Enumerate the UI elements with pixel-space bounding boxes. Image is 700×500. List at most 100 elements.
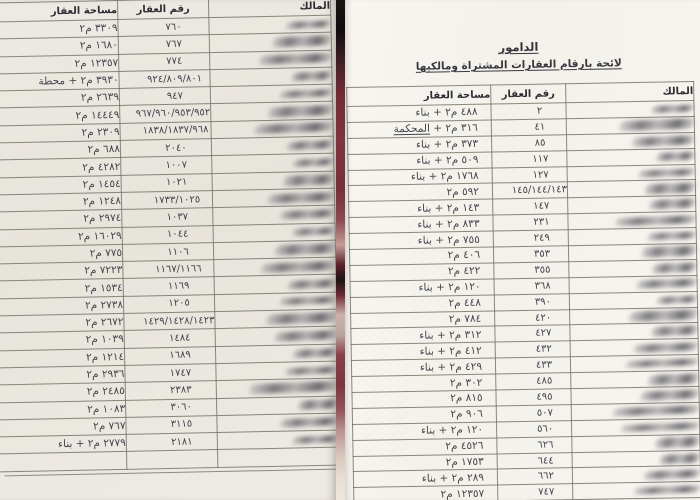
redacted-owner-name [637,167,696,178]
redacted-owner-name [633,485,700,496]
property-number-cell: ٦٦٢ [497,468,573,486]
redacted-owner-name [650,104,695,114]
property-number-cell: ٢٤٩ [493,229,569,248]
property-number-cell: ٣١١٥ [125,415,218,435]
redacted-owner-name [266,191,336,204]
property-number-cell: ١٧٣٣/١٠٢٥ [121,190,213,210]
property-number-cell: ٩٢٤/٨٠٩/٨٠١ [118,69,211,89]
property-number-cell [126,449,218,470]
property-number-cell: ١١٧ [491,150,568,168]
area-note-underlined: المحكمة [393,122,431,136]
redacted-owner-name [253,122,334,135]
property-number-cell: ٤٣٣ [495,356,571,375]
property-number-cell: ١٤٨٤ [124,328,216,349]
right-property-table: المالك رقم العقار مساحة العقار ٢ ٤٨٨ م٢ + بن… [346,81,700,500]
property-number-cell: ١٠٠٧ [120,155,212,176]
redacted-owner-name [265,312,336,325]
redacted-owner-name [650,325,699,337]
property-number-cell: ٧٤٧ [497,484,573,500]
redacted-owner-name [646,231,697,241]
property-number-cell: ٦٤٤ [497,452,573,470]
property-number-cell: ٢١٨١ [126,432,218,452]
left-page-content: المالك رقم العقار مساحة العقار ٧٦٠ ٣٣٠٩ م٢ ٧٦… [0,0,336,500]
redacted-owner-name [632,342,699,353]
redacted-owner-name [642,469,700,480]
property-number-cell: ٣٦٨ [493,277,570,295]
redacted-owner-name [618,118,696,132]
redacted-owner-name [282,173,335,187]
property-number-cell: ١٤٧ [492,198,568,216]
property-number-cell: ٩٤٧ [119,86,211,106]
redacted-owner-name [273,242,336,256]
redacted-owner-name [267,104,334,118]
property-number-cell: ٥٠٧ [496,404,572,422]
redacted-owner-name [655,151,696,162]
book-binding-seam [336,0,345,500]
redacted-owner-name [258,53,333,66]
property-number-cell: ٣٠٦٠ [125,398,217,418]
redacted-owner-name [284,365,336,375]
redacted-owner-name [627,309,699,322]
property-number-cell: ٩٦٧/٩٦٠/٩٥٣/٩٥٢ [119,104,211,124]
redacted-owner-name [285,140,334,151]
property-number-cell: ٧٦٧ [118,34,210,55]
page-title: الدامور [498,39,539,55]
left-page: المالك رقم العقار مساحة العقار ٧٦٠ ٣٣٠٩ م٢ ٧٦… [0,0,336,500]
redacted-owner-name [279,296,336,306]
redacted-owner-name [639,389,700,401]
redacted-owner-name [291,227,336,237]
left-property-table: المالك رقم العقار مساحة العقار ٧٦٠ ٣٣٠٩ م٢ ٧٦… [0,0,336,472]
property-number-cell: ٤٣٢ [495,341,571,359]
property-number-cell: ٢٣٨٣ [125,380,217,400]
property-number-cell: ٤٩٥ [495,388,572,406]
redacted-owner-name [658,453,700,464]
property-number-cell: ٢ [490,102,567,120]
property-number-cell: ٥٦٠ [496,420,572,438]
redacted-owner-name [279,88,333,99]
right-page-heading: الدامور لائحة بارقام العقارات المشتراة و… [345,33,694,74]
property-number-cell: ١٠٣٧ [121,207,214,227]
redacted-owner-name [625,358,699,369]
property-number-cell: ٤٢٧ [494,325,571,343]
redacted-owner-name [643,182,697,195]
redacted-owner-name [614,214,697,226]
property-number-cell: ١٧٤٧ [124,363,217,383]
redacted-owner-name [640,245,698,258]
column-header-area: مساحة العقار [346,85,491,107]
redacted-owner-name [648,198,697,210]
property-number-cell: ١٠٤٤ [122,225,214,245]
property-number-cell: ٧٦٠ [117,17,210,37]
column-header-owner: المالك [565,81,694,103]
property-number-cell: ١٤٢٩/١٤٢٨/١٤٢٣ [123,311,216,331]
redacted-owner-name [297,399,336,411]
property-number-cell: ١٠٢١ [120,173,213,193]
area-cell [0,451,127,472]
redacted-owner-name [279,416,336,428]
property-number-cell: ٣٩٠ [494,293,570,311]
page-subtitle: لائحة بارقام العقارات المشتراة ومالكيها [415,57,622,73]
property-number-cell: ٨٥ [491,134,567,152]
redacted-owner-name [651,262,698,274]
column-header-property-number: رقم العقار [490,83,566,105]
redacted-owner-name [292,158,335,167]
redacted-owner-name [647,372,700,385]
property-number-cell: ٤٢٠ [494,309,570,327]
property-number-cell: ٣٥٣ [493,245,569,263]
property-number-cell: ١٦٨٩ [124,346,216,366]
property-number-cell: ٦٢٦ [496,436,573,454]
property-number-cell: ١١٦٧/١١٦٦ [122,259,215,279]
redacted-owner-name [260,260,336,273]
redacted-owner-name [654,436,700,449]
right-page-content: الدامور لائحة بارقام العقارات المشتراة و… [345,0,700,500]
redacted-owner-name [285,19,332,29]
property-number-cell: ٧٧٤ [118,52,210,72]
redacted-owner-name [286,278,336,289]
property-number-cell: ١١٠٦ [122,242,214,262]
redacted-owner-name [635,278,698,289]
property-number-cell: ٤٨٥ [495,372,571,391]
property-number-cell: ١٤٥/١٤٤/١٤٣ [492,182,568,200]
owner-cell [572,481,700,500]
property-number-cell: ١١٦٩ [123,277,215,297]
area-cell: ١٢٣٥٧ م٢ [353,485,498,500]
redacted-owner-name [292,347,336,358]
